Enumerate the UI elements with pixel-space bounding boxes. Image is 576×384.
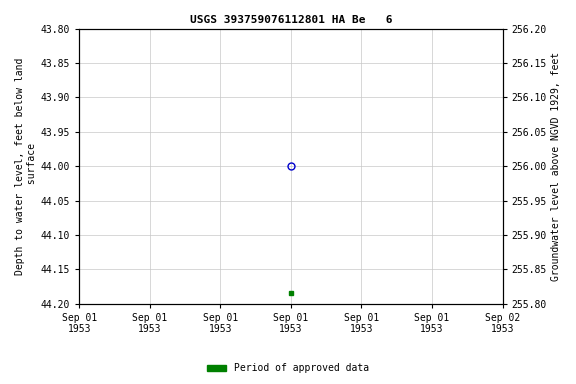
Title: USGS 393759076112801 HA Be   6: USGS 393759076112801 HA Be 6: [190, 15, 392, 25]
Legend: Period of approved data: Period of approved data: [203, 359, 373, 377]
Y-axis label: Groundwater level above NGVD 1929, feet: Groundwater level above NGVD 1929, feet: [551, 51, 561, 281]
Y-axis label: Depth to water level, feet below land
 surface: Depth to water level, feet below land su…: [15, 58, 37, 275]
